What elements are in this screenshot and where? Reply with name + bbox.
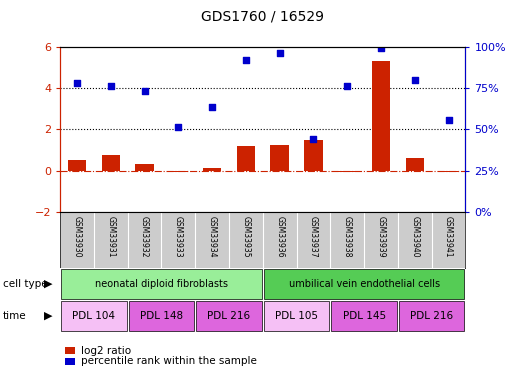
Bar — [101, 155, 120, 171]
Point — [73, 80, 81, 86]
Text: GSM33931: GSM33931 — [106, 216, 115, 258]
Bar — [61, 269, 262, 299]
Bar — [236, 146, 255, 171]
Text: PDL 148: PDL 148 — [140, 311, 183, 321]
Bar — [304, 140, 323, 171]
Text: umbilical vein endothelial cells: umbilical vein endothelial cells — [289, 279, 440, 289]
Bar — [372, 61, 390, 171]
Point — [174, 124, 183, 130]
Text: PDL 105: PDL 105 — [275, 311, 318, 321]
Bar — [338, 171, 357, 172]
Point — [208, 104, 217, 110]
Point — [276, 50, 284, 56]
Text: PDL 216: PDL 216 — [410, 311, 453, 321]
Point — [309, 136, 317, 142]
Text: GSM33937: GSM33937 — [309, 216, 318, 258]
Text: GSM33938: GSM33938 — [343, 216, 352, 258]
Text: neonatal diploid fibroblasts: neonatal diploid fibroblasts — [95, 279, 228, 289]
Text: GSM33940: GSM33940 — [411, 216, 419, 258]
Bar — [196, 301, 262, 331]
Text: GDS1760 / 16529: GDS1760 / 16529 — [201, 9, 324, 23]
Text: cell type: cell type — [3, 279, 47, 289]
Point — [107, 83, 115, 89]
Bar — [270, 145, 289, 171]
Text: GSM33936: GSM33936 — [275, 216, 284, 258]
Bar — [399, 301, 464, 331]
Bar — [264, 269, 464, 299]
Bar — [169, 171, 188, 172]
Text: GSM33939: GSM33939 — [377, 216, 385, 258]
Bar — [439, 171, 458, 172]
Bar — [203, 168, 221, 171]
Bar — [332, 301, 397, 331]
Text: time: time — [3, 311, 26, 321]
Text: percentile rank within the sample: percentile rank within the sample — [81, 356, 257, 366]
Text: GSM33932: GSM33932 — [140, 216, 149, 258]
Bar — [61, 301, 127, 331]
Point — [343, 83, 351, 89]
Bar — [264, 301, 329, 331]
Point — [242, 57, 250, 63]
Point — [377, 45, 385, 51]
Text: GSM33930: GSM33930 — [73, 216, 82, 258]
Text: ▶: ▶ — [44, 311, 53, 321]
Text: GSM33935: GSM33935 — [242, 216, 251, 258]
Bar — [135, 164, 154, 171]
Text: PDL 145: PDL 145 — [343, 311, 385, 321]
Bar — [129, 301, 194, 331]
Text: GSM33941: GSM33941 — [444, 216, 453, 258]
Text: GSM33934: GSM33934 — [208, 216, 217, 258]
Point — [140, 88, 149, 94]
Text: PDL 104: PDL 104 — [72, 311, 116, 321]
Point — [411, 77, 419, 83]
Point — [445, 117, 453, 123]
Bar — [68, 160, 86, 171]
Text: GSM33933: GSM33933 — [174, 216, 183, 258]
Text: PDL 216: PDL 216 — [208, 311, 251, 321]
Bar — [405, 158, 424, 171]
Text: log2 ratio: log2 ratio — [81, 346, 131, 355]
Text: ▶: ▶ — [44, 279, 53, 289]
